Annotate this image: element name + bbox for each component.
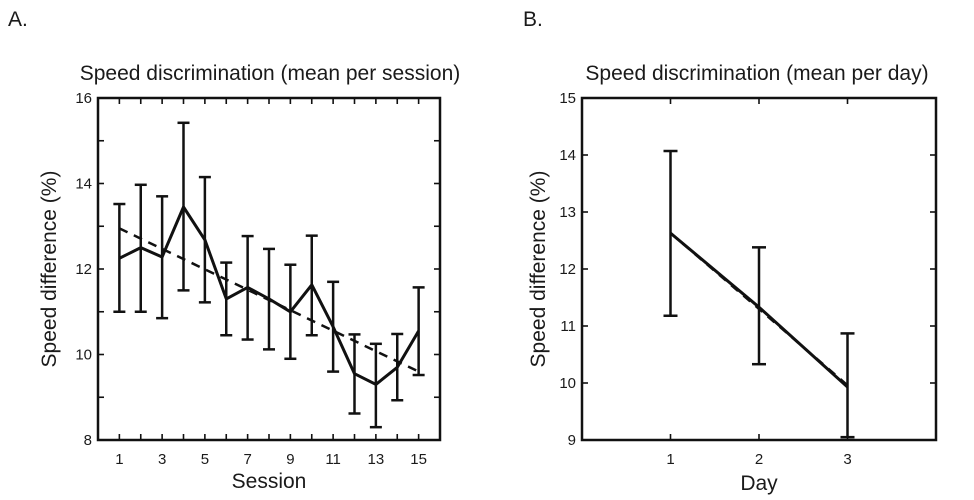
x-axis-title: Session [232, 470, 307, 493]
x-tick-label: 13 [368, 451, 385, 468]
chart-panel-b: B.Speed discrimination (mean per day)1 2 3… [523, 8, 938, 495]
error-bar [198, 175, 211, 304]
error-bar [305, 234, 318, 337]
chart-title: Speed discrimination (mean per day) [585, 62, 928, 85]
y-tick-label: 10 [559, 375, 576, 392]
chart-title: Speed discrimination (mean per session) [80, 62, 461, 85]
y-tick-label: 9 [568, 432, 576, 449]
x-tick-label: 2 [755, 451, 763, 468]
y-tick-label: 11 [560, 318, 576, 335]
error-bar [134, 183, 147, 313]
x-axis-title: Day [740, 472, 778, 495]
chart-panel-a: A. Speed discrimination (mean per session… [8, 8, 460, 493]
x-tick-label: 3 [158, 451, 166, 468]
x-tick-label: 1 [115, 451, 123, 468]
error-bar [752, 246, 766, 366]
error-bar [391, 332, 404, 402]
error-bar [113, 202, 126, 313]
error-bar [327, 280, 340, 373]
error-bar [369, 342, 382, 429]
series-fit-line [118, 227, 420, 373]
y-tick-label: 14 [559, 147, 576, 164]
panel-label: A. [8, 8, 28, 31]
y-tick-label: 16 [75, 90, 92, 107]
error-bar [412, 286, 425, 377]
y-axis-title: Speed difference (%) [38, 171, 61, 368]
y-tick-label: 8 [84, 432, 92, 449]
x-tick-label: 7 [243, 451, 251, 468]
y-tick-label: 10 [75, 347, 92, 364]
y-tick-label: 15 [559, 90, 576, 107]
y-tick-label: 13 [559, 204, 576, 221]
x-tick-label: 9 [286, 451, 294, 468]
x-tick-label: 15 [410, 451, 427, 468]
y-tick-label: 12 [75, 261, 92, 278]
error-bar [284, 263, 297, 361]
error-bar [220, 261, 233, 337]
y-tick-label: 14 [75, 176, 92, 193]
error-bar [840, 332, 855, 439]
y-axis-title: Speed difference (%) [527, 171, 550, 368]
error-bar [156, 195, 169, 320]
error-bar [348, 333, 361, 415]
error-bar [177, 121, 190, 292]
error-bar [241, 234, 254, 341]
series-fit-line [669, 232, 849, 387]
panel-label: B. [523, 8, 543, 31]
x-tick-label: 11 [325, 451, 341, 468]
x-tick-label: 1 [666, 451, 674, 468]
x-tick-label: 5 [201, 451, 209, 468]
y-tick-label: 12 [559, 261, 576, 278]
x-tick-label: 3 [843, 451, 851, 468]
